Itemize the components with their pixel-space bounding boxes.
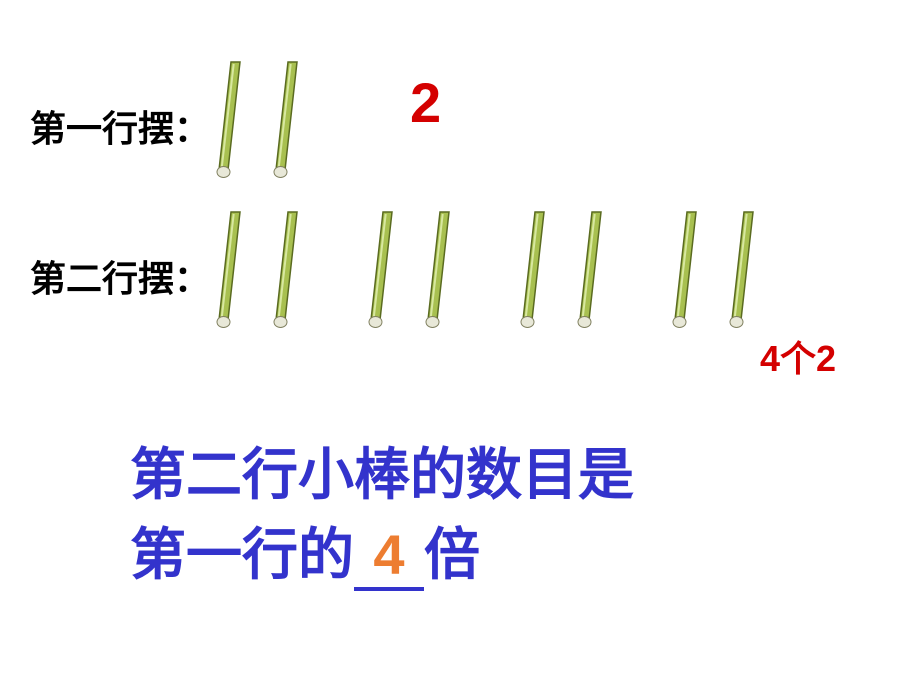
row-2-label: 第二行摆： (30, 250, 210, 302)
row-2: 第二行摆： (30, 250, 210, 302)
stick-group (367, 210, 453, 337)
stick (367, 210, 396, 337)
stick-icon (215, 210, 244, 332)
row-1-sticks (215, 60, 301, 187)
stick (272, 210, 301, 337)
stick (215, 60, 244, 187)
stick (576, 210, 605, 337)
caption-line-1: 第二行小棒的数目是 (130, 430, 634, 511)
stick-group (519, 210, 605, 337)
row-1: 第一行摆： (30, 100, 210, 152)
stick-icon (576, 210, 605, 332)
stick (728, 210, 757, 337)
caption-line-2-blank: 4 (354, 522, 424, 591)
stick-icon (519, 210, 548, 332)
stick (424, 210, 453, 337)
stick (519, 210, 548, 337)
caption-line-2-suffix: 倍 (424, 523, 480, 586)
stick-group (671, 210, 757, 337)
stick-icon (272, 60, 301, 182)
caption-line-2: 第一行的4倍 (130, 510, 480, 591)
stick-icon (728, 210, 757, 332)
stick-group (215, 60, 301, 187)
caption-line-1-text: 第二行小棒的数目是 (130, 443, 634, 506)
stick-icon (367, 210, 396, 332)
stick-group (215, 210, 301, 337)
row-1-count: 2 (410, 70, 441, 135)
row-2-sticks (215, 210, 757, 337)
row-1-label: 第一行摆： (30, 100, 210, 152)
stick-icon (671, 210, 700, 332)
stick-icon (272, 210, 301, 332)
row-2-sublabel: 4个2 (760, 330, 836, 382)
stick-icon (424, 210, 453, 332)
stick (272, 60, 301, 187)
stick (671, 210, 700, 337)
stick (215, 210, 244, 337)
caption-line-2-prefix: 第一行的 (130, 523, 354, 586)
stick-icon (215, 60, 244, 182)
